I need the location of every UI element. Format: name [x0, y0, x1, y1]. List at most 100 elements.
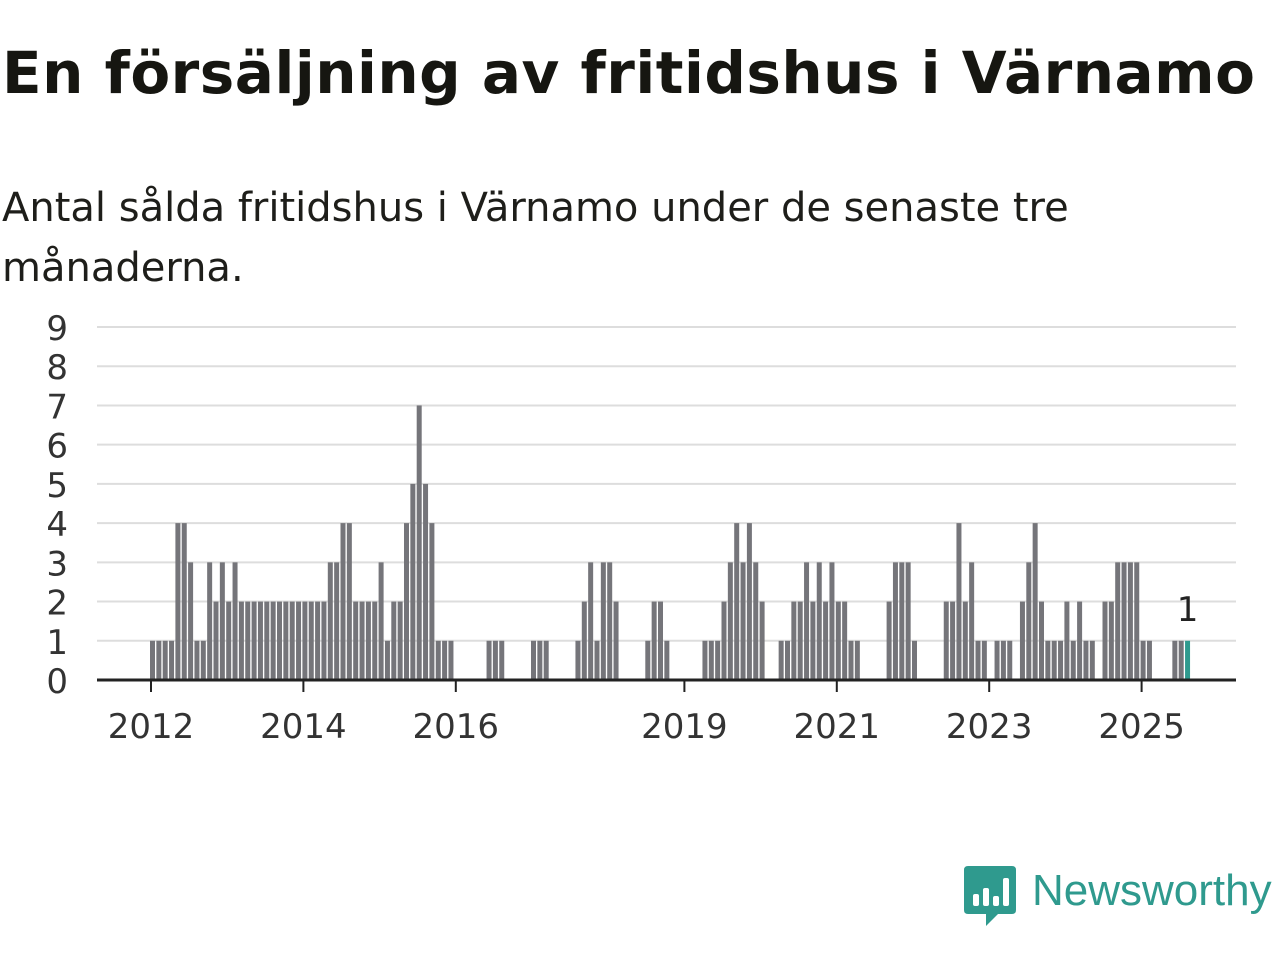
x-tick-label: 2019 [641, 707, 728, 747]
bar [423, 483, 429, 680]
bar [702, 640, 708, 680]
bar [658, 601, 663, 680]
bar [531, 640, 536, 680]
bar [378, 562, 384, 680]
y-tick-label: 9 [46, 309, 68, 349]
bar [435, 640, 441, 680]
bar [194, 640, 200, 680]
bars [150, 405, 1191, 680]
bar [854, 640, 860, 680]
bar [1127, 562, 1133, 680]
bar [892, 562, 898, 680]
chart-subtitle: Antal sålda fritidshus i Värnamo under d… [2, 185, 1069, 291]
annotations: 1 [1177, 590, 1199, 630]
bar [1058, 640, 1064, 680]
bar [175, 523, 181, 680]
bar [404, 523, 409, 680]
bar [715, 640, 721, 680]
bar [721, 601, 727, 680]
bar [651, 601, 657, 680]
bar [905, 562, 911, 680]
bar [429, 523, 435, 680]
y-tick-label: 6 [46, 427, 68, 467]
bar [188, 562, 194, 680]
bar [213, 601, 219, 680]
y-tick-label: 4 [46, 505, 68, 545]
bar [899, 562, 905, 680]
bar [727, 562, 733, 680]
bar [200, 640, 206, 680]
bar [207, 562, 213, 680]
bar [277, 601, 282, 680]
bar [950, 601, 956, 680]
chart-title: En försäljning av fritidshus i Värnamo [2, 39, 1256, 107]
bar [1026, 562, 1032, 680]
bar [600, 562, 606, 680]
y-tick-label: 0 [46, 662, 68, 702]
bar [1019, 601, 1025, 680]
bar [327, 562, 333, 680]
bar [340, 523, 346, 680]
bar [245, 601, 251, 680]
bar [1077, 601, 1083, 680]
y-tick-label: 8 [46, 348, 68, 388]
bar [1083, 640, 1089, 680]
bar [162, 640, 168, 680]
bar [848, 640, 854, 680]
bar [734, 523, 740, 680]
bar [797, 601, 803, 680]
bar [486, 640, 492, 680]
newsworthy-logo-icon [964, 866, 1016, 926]
bar [708, 640, 714, 680]
bar [232, 562, 238, 680]
bar [384, 640, 390, 680]
bar [842, 601, 848, 680]
y-tick-label: 7 [46, 387, 68, 427]
bar [886, 601, 892, 680]
bar [1000, 640, 1006, 680]
bar [829, 562, 835, 680]
bar [1172, 640, 1178, 680]
bar [226, 601, 232, 680]
bar [975, 640, 981, 680]
bar [1045, 640, 1051, 680]
bar [581, 601, 587, 680]
bar [740, 562, 746, 680]
bar [296, 601, 302, 680]
x-tick-label: 2014 [260, 707, 347, 747]
bar [1108, 601, 1114, 680]
bar [150, 640, 155, 680]
bar [994, 640, 1000, 680]
x-tick-label: 2016 [413, 707, 500, 747]
bar [315, 601, 321, 680]
bar [816, 562, 822, 680]
newsworthy-logo: Newsworthy [964, 864, 1280, 928]
bar [1039, 601, 1044, 680]
bar [156, 640, 162, 680]
bar [613, 601, 619, 680]
bar [391, 601, 397, 680]
bar [912, 640, 917, 680]
bar [1115, 562, 1121, 680]
bar [499, 640, 505, 680]
bar [785, 640, 790, 680]
bar [810, 601, 816, 680]
bar [346, 523, 352, 680]
bar [1070, 640, 1076, 680]
bar [353, 601, 359, 680]
bar [1051, 640, 1057, 680]
bar [1146, 640, 1152, 680]
bar [334, 562, 340, 680]
x-axis-labels: 2012 2014 2016 2019 2021 2023 2025 [108, 680, 1185, 747]
bar [791, 601, 797, 680]
bar [537, 640, 543, 680]
bar [308, 601, 314, 680]
bar [492, 640, 498, 680]
x-tick-label: 2021 [794, 707, 881, 747]
bar [804, 562, 810, 680]
last-value-label: 1 [1177, 590, 1199, 630]
bar [416, 405, 422, 680]
brand-name: Newsworthy [1032, 866, 1272, 915]
bar [575, 640, 581, 680]
